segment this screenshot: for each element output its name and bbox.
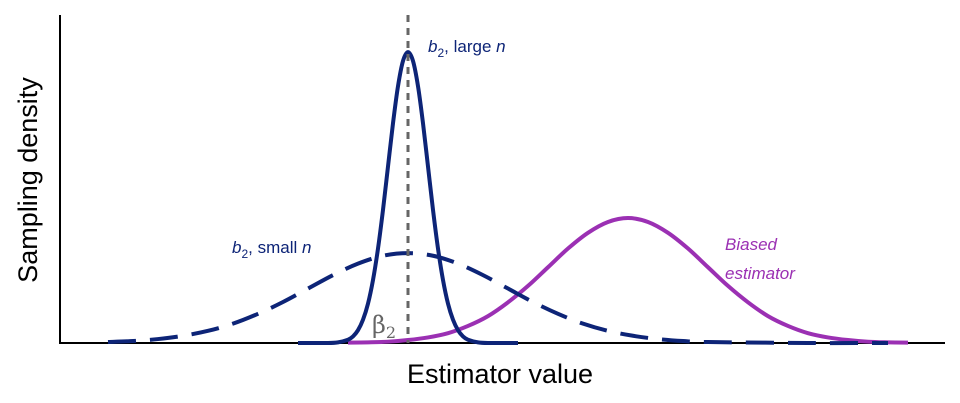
annotation: b2, large n [428, 37, 506, 60]
annotation: Biased estimator [725, 235, 796, 283]
density-curve [297, 50, 519, 346]
curves [107, 15, 909, 346]
density-curve [347, 216, 909, 345]
reference-label: β2 [372, 311, 396, 342]
annotation: b2, small n [232, 238, 311, 261]
density-curve [107, 251, 889, 346]
y-axis-label: Sampling density [13, 77, 43, 283]
x-axis-label: Estimator value [407, 359, 593, 389]
